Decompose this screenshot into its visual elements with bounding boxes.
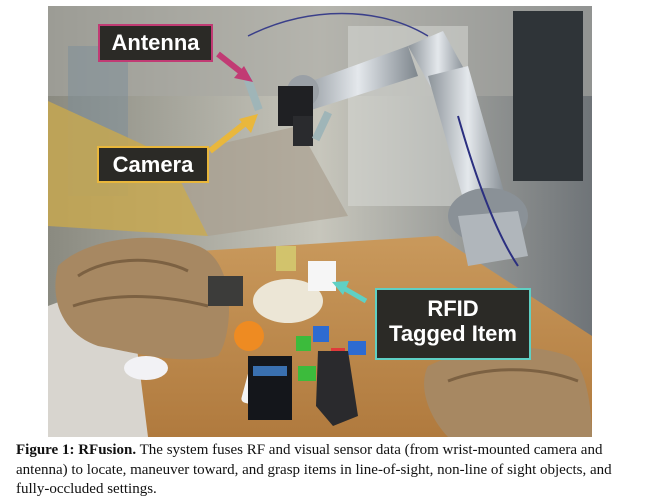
rfid-label-line1: RFID — [427, 296, 479, 321]
camera-label: Camera — [97, 146, 209, 183]
rfid-label-line2: Tagged Item — [389, 321, 517, 347]
caption-text: The system fuses RF and visual sensor da… — [16, 442, 612, 497]
robot-scene-illustration — [48, 6, 592, 437]
antenna-label: Antenna — [98, 24, 213, 62]
caption-label: Figure 1: RFusion. — [16, 442, 137, 458]
rfid-tagged-item-label: RFID Tagged Item — [375, 288, 531, 360]
figure-caption: Figure 1: RFusion. The system fuses RF a… — [16, 441, 636, 500]
figure-photo: Antenna Camera RFID Tagged Item — [48, 6, 592, 437]
